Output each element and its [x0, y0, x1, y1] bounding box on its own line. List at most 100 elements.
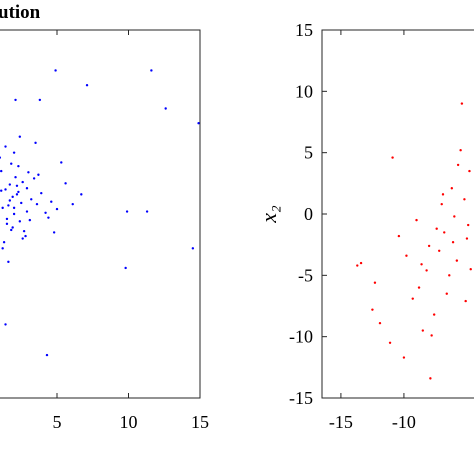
- x-tick-label: -10: [392, 412, 416, 432]
- point: [4, 145, 7, 148]
- point: [356, 264, 359, 267]
- point: [5, 217, 9, 221]
- point: [197, 122, 200, 125]
- y-tick-label: -5: [298, 265, 313, 285]
- y-tick-label: -10: [289, 327, 313, 347]
- y-tick-label: -15: [289, 388, 313, 408]
- point: [402, 356, 406, 359]
- point: [460, 102, 464, 105]
- point: [373, 281, 377, 284]
- point: [430, 334, 433, 337]
- point: [15, 184, 19, 187]
- plot-area: [0, 29, 201, 399]
- point: [30, 198, 33, 201]
- point: [388, 341, 392, 344]
- point: [441, 193, 445, 196]
- point: [0, 189, 3, 192]
- point: [32, 177, 36, 180]
- point: [44, 211, 47, 214]
- chart-title: ution: [0, 2, 41, 23]
- point: [38, 98, 42, 102]
- y-axis-label: x₂: [256, 205, 281, 224]
- point: [443, 231, 446, 234]
- point: [125, 210, 129, 213]
- point: [455, 259, 459, 262]
- point: [0, 169, 3, 173]
- point: [466, 223, 470, 227]
- point: [10, 228, 13, 232]
- point: [4, 188, 7, 191]
- point: [85, 84, 89, 87]
- point: [405, 254, 408, 257]
- point: [7, 260, 10, 264]
- point: [2, 241, 6, 244]
- point: [34, 141, 37, 145]
- point: [11, 195, 14, 199]
- point: [421, 329, 425, 332]
- x-tick-label: 10: [120, 412, 138, 432]
- point: [11, 226, 14, 229]
- point: [411, 297, 414, 300]
- y-tick-label: 5: [304, 143, 313, 163]
- point: [10, 162, 13, 165]
- point: [55, 207, 59, 211]
- point: [453, 215, 456, 218]
- point: [145, 210, 149, 213]
- point: [468, 169, 471, 173]
- point: [5, 222, 9, 226]
- point: [25, 210, 29, 213]
- point: [17, 190, 20, 194]
- point: [417, 286, 421, 289]
- point: [7, 204, 10, 207]
- point: [371, 308, 374, 311]
- point: [451, 241, 455, 244]
- point: [40, 191, 43, 195]
- point: [191, 247, 195, 250]
- point: [15, 193, 19, 196]
- point: [456, 163, 460, 167]
- point: [1, 247, 4, 250]
- point: [18, 220, 22, 223]
- point: [359, 261, 363, 265]
- point: [37, 173, 40, 176]
- point: [0, 156, 1, 159]
- x-tick-label: 5: [53, 412, 62, 432]
- point: [50, 200, 53, 203]
- point: [459, 149, 462, 152]
- point: [18, 135, 22, 138]
- point: [52, 231, 56, 234]
- point: [14, 176, 17, 179]
- point: [432, 313, 436, 316]
- point: [435, 227, 438, 230]
- point: [448, 274, 451, 277]
- point: [47, 216, 50, 219]
- point: [54, 69, 57, 72]
- point: [25, 187, 29, 190]
- point: [420, 263, 423, 266]
- point: [17, 164, 20, 168]
- point: [21, 237, 24, 240]
- point: [164, 107, 167, 110]
- plot-area: [321, 29, 474, 399]
- point: [24, 234, 27, 238]
- point: [12, 151, 16, 154]
- point: [8, 183, 12, 186]
- point: [427, 244, 431, 248]
- point: [27, 171, 30, 174]
- point: [35, 202, 39, 206]
- point: [45, 353, 49, 357]
- point: [445, 292, 448, 295]
- point: [391, 156, 394, 159]
- point: [397, 234, 401, 238]
- point: [124, 266, 127, 270]
- point: [21, 180, 24, 184]
- point: [1, 206, 4, 210]
- point: [22, 229, 26, 233]
- point: [415, 218, 418, 222]
- point: [8, 199, 12, 202]
- point: [60, 161, 63, 164]
- point: [464, 299, 467, 303]
- point: [465, 237, 469, 240]
- point: [28, 218, 32, 222]
